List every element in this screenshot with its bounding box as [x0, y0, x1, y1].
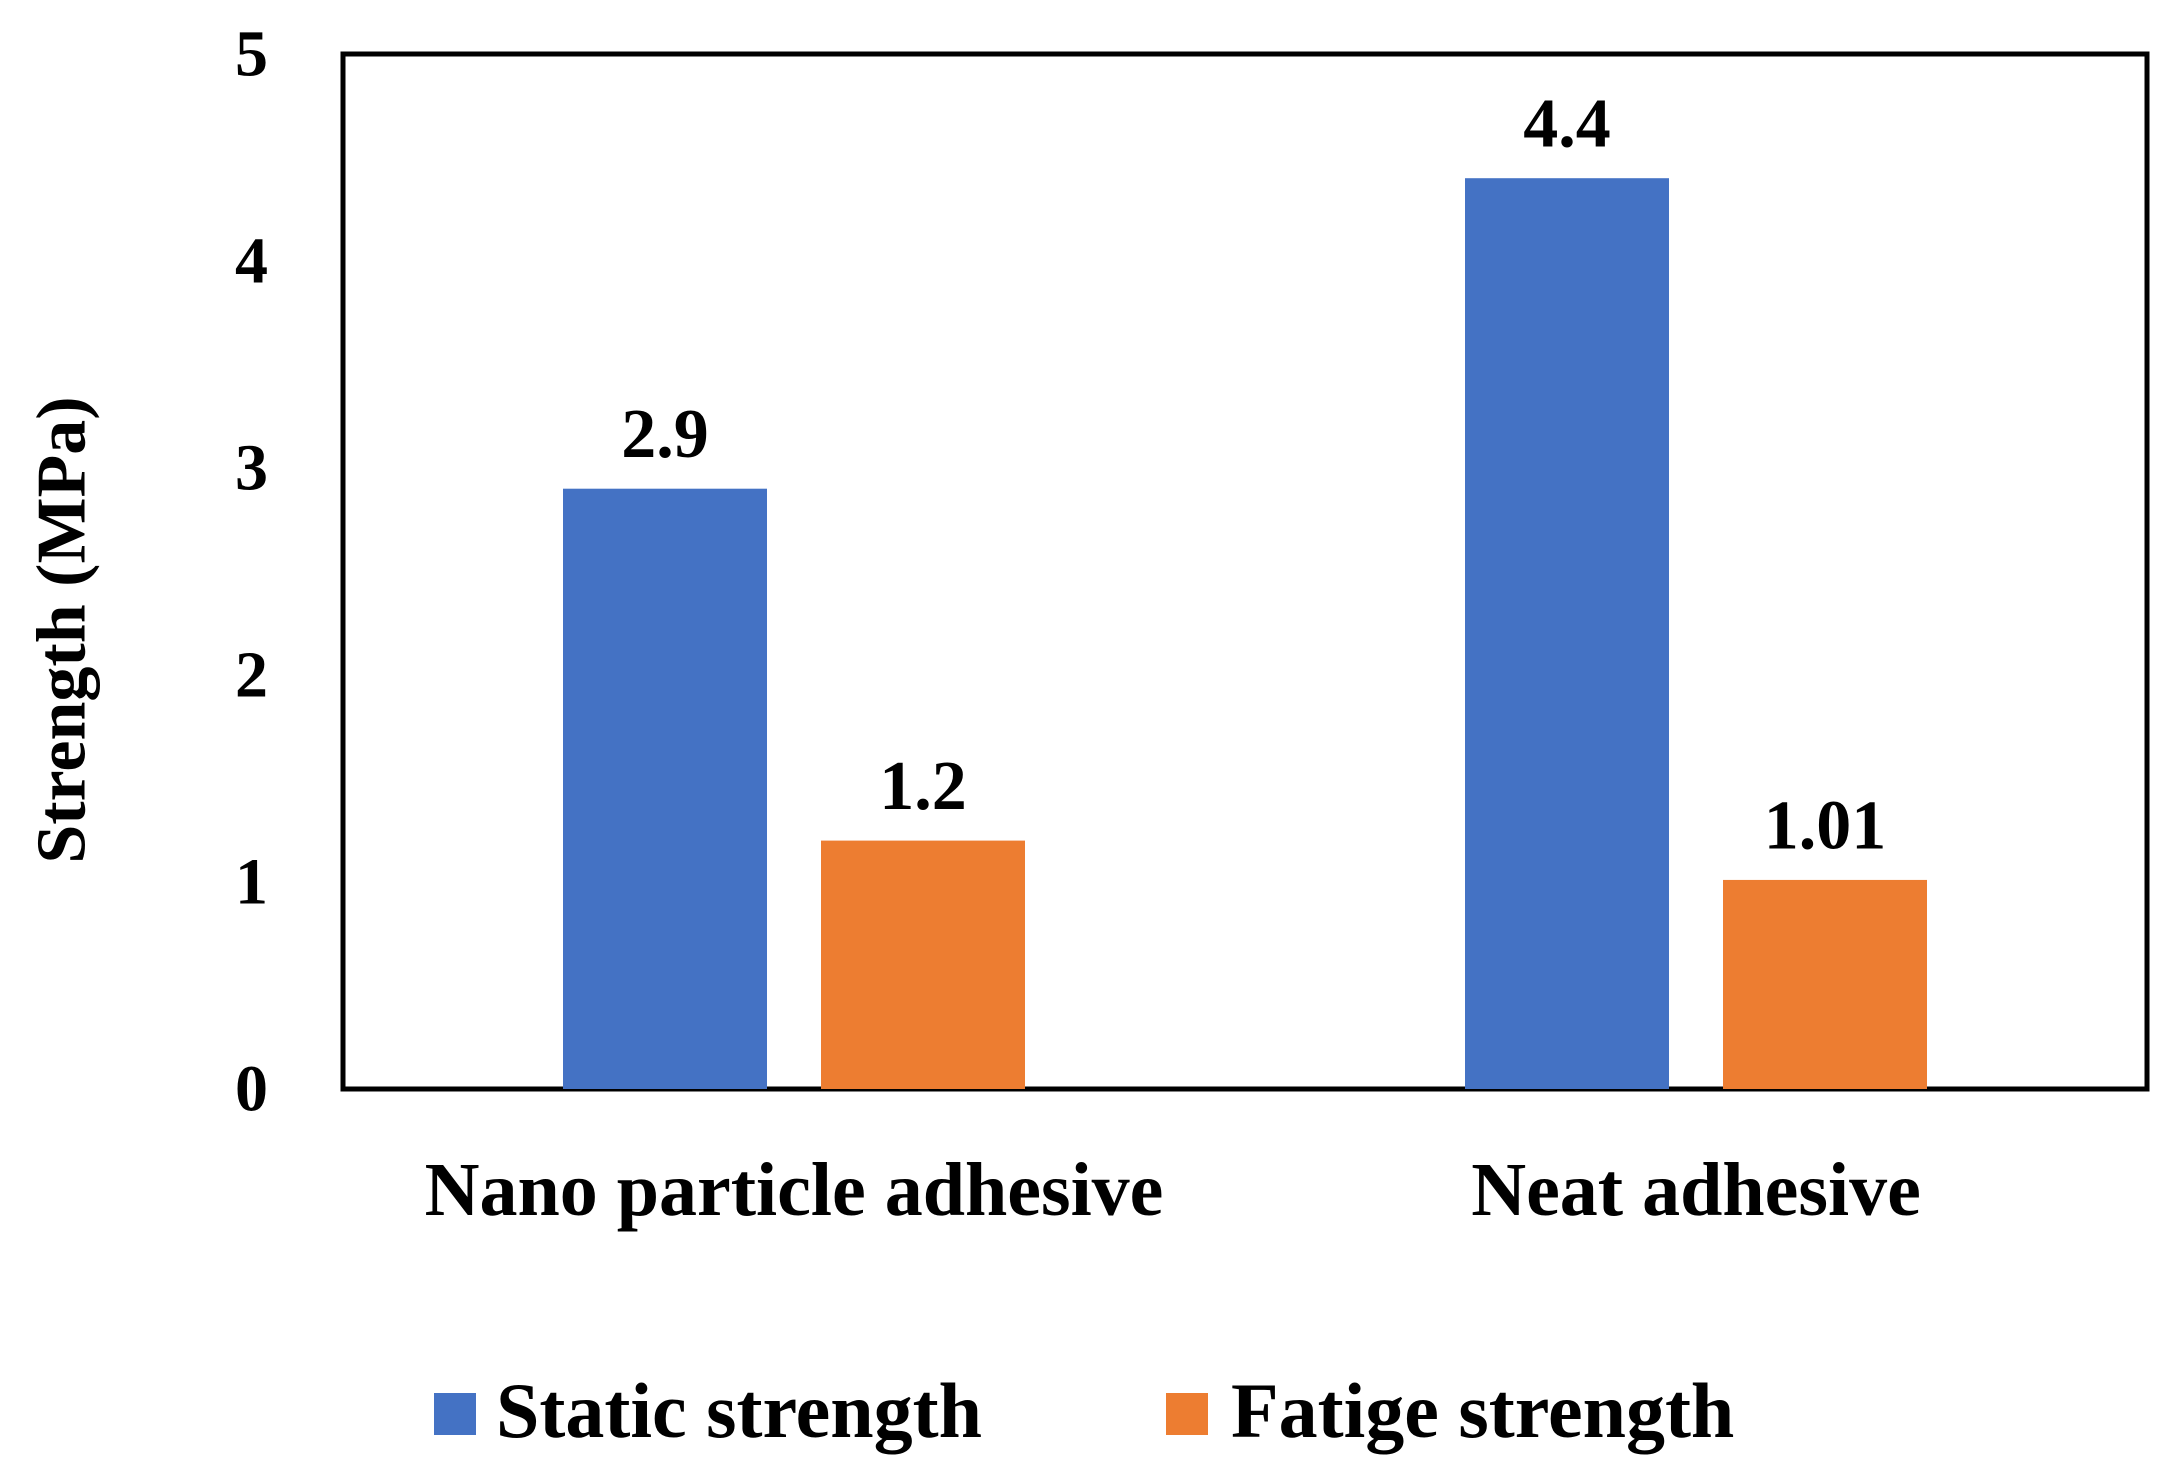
bar-fatigue-1 [1723, 879, 1927, 1089]
bar-fatigue-0 [821, 840, 1025, 1089]
y-tick-label: 3 [235, 432, 268, 505]
data-label: 4.4 [1523, 86, 1611, 163]
y-tick-label: 0 [235, 1053, 268, 1126]
y-tick-label: 2 [235, 639, 268, 712]
bar-group [563, 178, 1927, 1089]
legend-swatch-static [434, 1393, 476, 1435]
category-label: Nano particle adhesive [425, 1148, 1164, 1232]
data-label: 1.2 [879, 748, 967, 825]
legend: Static strength Fatige strength [434, 1367, 1734, 1454]
legend-swatch-fatigue [1166, 1393, 1208, 1435]
data-labels: 2.9 1.2 4.4 1.01 [621, 86, 1886, 865]
data-label: 1.01 [1764, 787, 1887, 864]
bar-static-0 [563, 488, 767, 1089]
data-label: 2.9 [621, 396, 709, 473]
category-labels: Nano particle adhesive Neat adhesive [425, 1148, 1921, 1232]
y-tick-label: 4 [235, 225, 268, 298]
y-axis-title: Strength (MPa) [24, 396, 101, 863]
bar-static-1 [1465, 178, 1669, 1089]
legend-label-fatigue: Fatige strength [1231, 1367, 1734, 1454]
legend-label-static: Static strength [496, 1367, 982, 1454]
y-tick-label: 5 [235, 18, 268, 91]
category-label: Neat adhesive [1471, 1148, 1921, 1232]
plot-area-frame [340, 51, 2150, 1092]
y-tick-labels: 0 1 2 3 4 5 [235, 18, 268, 1126]
y-tick-label: 1 [235, 846, 268, 919]
